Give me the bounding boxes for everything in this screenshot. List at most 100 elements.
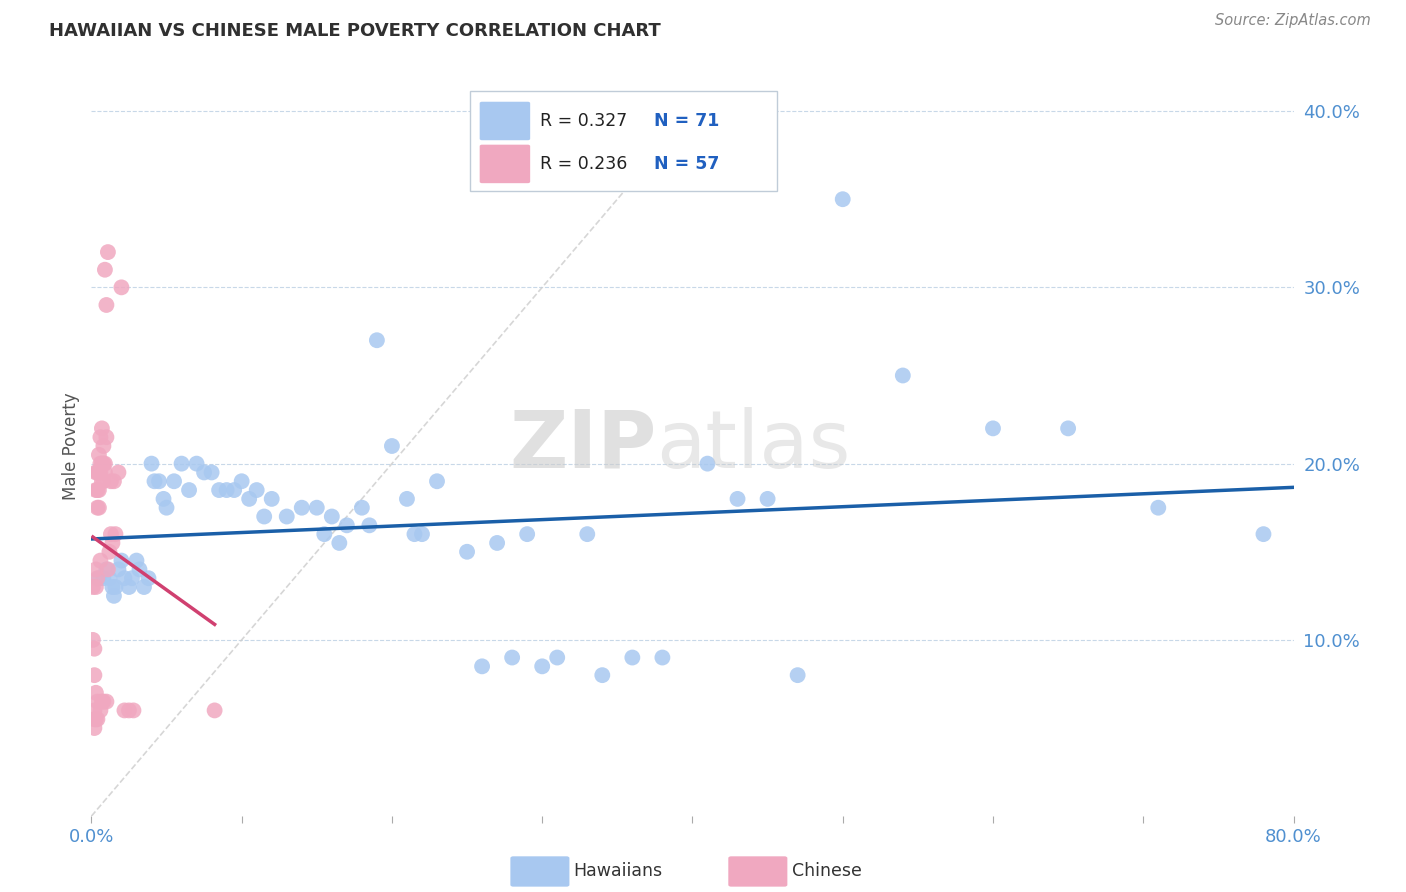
Point bbox=[591, 668, 613, 682]
Point bbox=[321, 509, 343, 524]
Text: atlas: atlas bbox=[657, 407, 851, 485]
Point bbox=[84, 686, 107, 700]
Point bbox=[84, 483, 107, 497]
Point bbox=[1057, 421, 1080, 435]
Point bbox=[651, 650, 673, 665]
Point bbox=[143, 475, 166, 489]
Point bbox=[516, 527, 538, 541]
Point bbox=[621, 650, 644, 665]
Point bbox=[1147, 500, 1170, 515]
Point bbox=[155, 500, 177, 515]
FancyBboxPatch shape bbox=[470, 91, 776, 191]
Point bbox=[170, 457, 193, 471]
Text: HAWAIIAN VS CHINESE MALE POVERTY CORRELATION CHART: HAWAIIAN VS CHINESE MALE POVERTY CORRELA… bbox=[49, 22, 661, 40]
Point bbox=[100, 475, 122, 489]
Point bbox=[93, 439, 115, 453]
Point bbox=[186, 457, 208, 471]
Point bbox=[193, 466, 215, 480]
Point bbox=[132, 580, 155, 594]
Text: R = 0.327: R = 0.327 bbox=[540, 112, 627, 130]
Point bbox=[98, 545, 121, 559]
Point bbox=[291, 500, 314, 515]
Point bbox=[93, 475, 115, 489]
Point bbox=[114, 703, 136, 717]
Point bbox=[381, 439, 404, 453]
Point bbox=[83, 668, 105, 682]
Point bbox=[90, 475, 112, 489]
Point bbox=[103, 589, 125, 603]
Point bbox=[86, 695, 108, 709]
Point bbox=[89, 430, 111, 444]
Point bbox=[82, 632, 104, 647]
Point bbox=[83, 641, 105, 656]
Point bbox=[177, 483, 200, 497]
Point bbox=[1253, 527, 1275, 541]
Point bbox=[90, 457, 112, 471]
Point bbox=[96, 430, 118, 444]
Point bbox=[201, 466, 224, 480]
Point bbox=[531, 659, 554, 673]
Point bbox=[121, 571, 143, 585]
Point bbox=[94, 466, 117, 480]
Point bbox=[238, 491, 260, 506]
Point bbox=[576, 527, 599, 541]
Point bbox=[260, 491, 283, 506]
Point bbox=[84, 562, 107, 576]
Point bbox=[89, 703, 111, 717]
Point bbox=[93, 457, 115, 471]
Point bbox=[366, 333, 388, 347]
Point bbox=[96, 562, 118, 576]
Point bbox=[125, 553, 148, 567]
Point bbox=[727, 491, 749, 506]
FancyBboxPatch shape bbox=[479, 145, 530, 183]
Point bbox=[486, 536, 509, 550]
Point bbox=[104, 580, 127, 594]
Point bbox=[456, 545, 478, 559]
Point bbox=[328, 536, 350, 550]
Point bbox=[94, 262, 117, 277]
Text: N = 57: N = 57 bbox=[654, 155, 720, 173]
Point bbox=[82, 580, 104, 594]
Point bbox=[336, 518, 359, 533]
Point bbox=[84, 580, 107, 594]
Text: R = 0.236: R = 0.236 bbox=[540, 155, 627, 173]
Point bbox=[118, 703, 141, 717]
Point bbox=[83, 703, 105, 717]
Point bbox=[93, 571, 115, 585]
Point bbox=[101, 536, 124, 550]
Point bbox=[89, 466, 111, 480]
Point bbox=[98, 571, 121, 585]
Point bbox=[138, 571, 160, 585]
Point bbox=[786, 668, 808, 682]
Point bbox=[981, 421, 1004, 435]
Point bbox=[107, 466, 129, 480]
Point bbox=[84, 466, 107, 480]
Point bbox=[141, 457, 163, 471]
Point bbox=[110, 553, 132, 567]
Point bbox=[148, 475, 170, 489]
Text: Source: ZipAtlas.com: Source: ZipAtlas.com bbox=[1215, 13, 1371, 29]
Point bbox=[122, 703, 145, 717]
Point bbox=[107, 562, 129, 576]
Point bbox=[152, 491, 174, 506]
Point bbox=[891, 368, 914, 383]
Point bbox=[89, 457, 111, 471]
Point bbox=[314, 527, 336, 541]
Point bbox=[224, 483, 246, 497]
Point bbox=[404, 527, 426, 541]
Point bbox=[89, 553, 111, 567]
Point bbox=[426, 475, 449, 489]
Point bbox=[94, 457, 117, 471]
Point bbox=[756, 491, 779, 506]
Point bbox=[359, 518, 381, 533]
Point bbox=[87, 448, 110, 462]
Text: Hawaiians: Hawaiians bbox=[574, 863, 662, 880]
Point bbox=[90, 421, 112, 435]
Point bbox=[97, 562, 120, 576]
Point bbox=[110, 280, 132, 294]
Point bbox=[83, 721, 105, 735]
Point bbox=[86, 712, 108, 726]
Point bbox=[86, 466, 108, 480]
Point bbox=[831, 192, 853, 206]
Point bbox=[90, 695, 112, 709]
